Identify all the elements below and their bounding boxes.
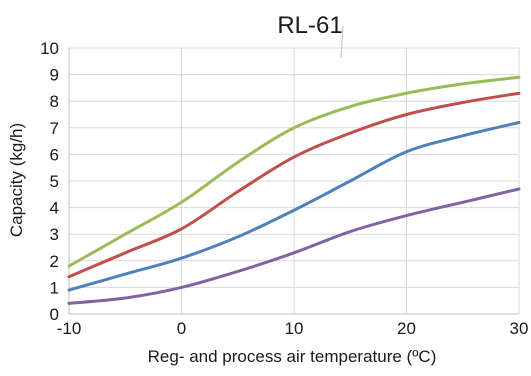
- y-axis-title: Capacity (kg/h): [7, 123, 26, 237]
- grid: [69, 47, 519, 314]
- x-tick-label: 20: [397, 319, 416, 338]
- x-axis-title: Reg- and process air temperature (ºC): [148, 347, 437, 366]
- x-tick-label: 30: [510, 319, 529, 338]
- y-tick-label: 10: [40, 39, 59, 58]
- series-line-4: [67, 187, 521, 305]
- series-line-2: [67, 91, 521, 279]
- title-artifact-line: [340, 25, 344, 59]
- y-tick-label: 0: [50, 305, 59, 324]
- y-tick-label: 1: [50, 278, 59, 297]
- y-tick-label: 5: [50, 172, 59, 191]
- y-tick-label: 6: [50, 145, 59, 164]
- y-tick-label: 8: [50, 92, 59, 111]
- y-tick-label: 2: [50, 252, 59, 271]
- x-tick-label: -10: [57, 319, 82, 338]
- y-tick-label: 9: [50, 66, 59, 85]
- y-tick-label: 4: [50, 199, 59, 218]
- y-tick-label: 7: [50, 119, 59, 138]
- series-line-3: [67, 120, 521, 292]
- y-tick-label: 3: [50, 225, 59, 244]
- series-lines: [67, 75, 521, 305]
- series-line-1: [67, 75, 521, 268]
- x-tick-label: 10: [285, 319, 304, 338]
- x-tick-label: 0: [177, 319, 186, 338]
- chart-title: RL-61: [277, 12, 342, 39]
